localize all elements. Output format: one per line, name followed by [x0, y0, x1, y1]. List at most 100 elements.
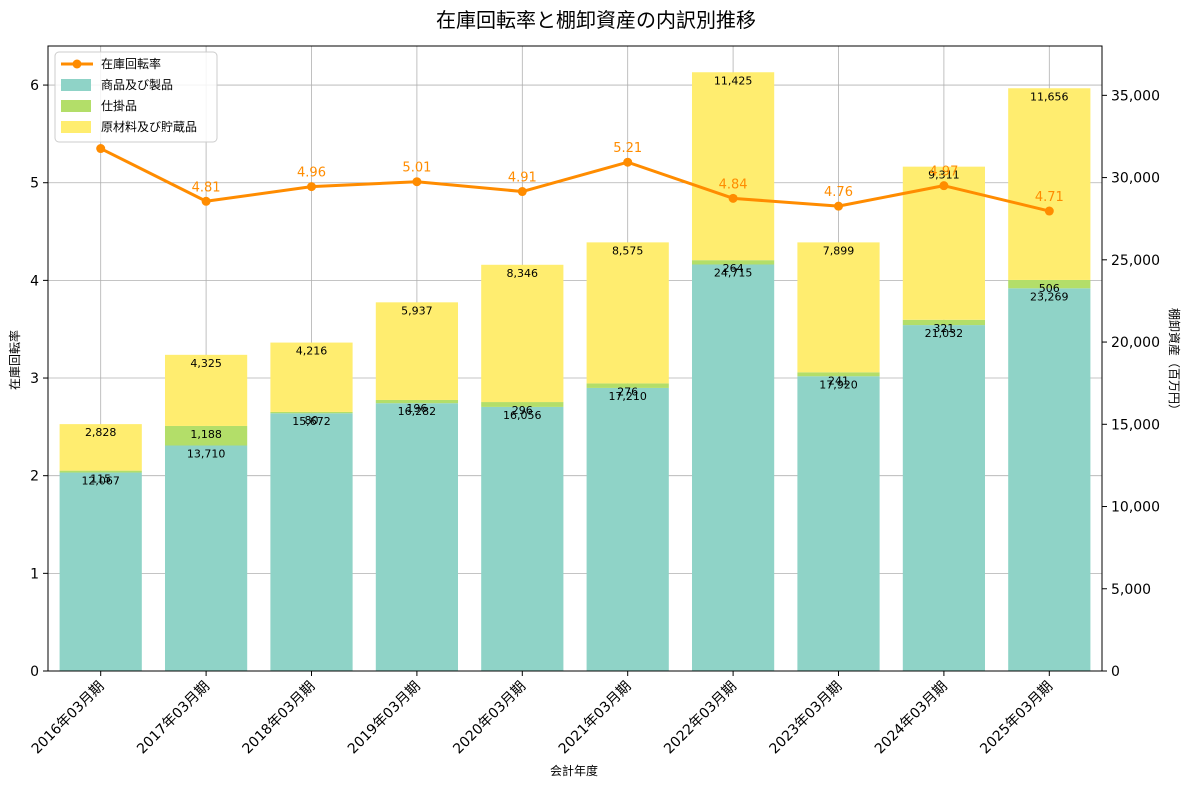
x-tick-label: 2016年03月期 [29, 679, 108, 758]
y-left-tick-label: 0 [30, 664, 39, 680]
bar-segment [797, 376, 880, 671]
bar-segment [902, 325, 986, 671]
bar-segment [375, 403, 459, 671]
rate-point [834, 201, 843, 211]
bar-segment [586, 387, 669, 671]
rate-point [728, 193, 738, 203]
y-right-tick-label: 0 [1111, 664, 1120, 680]
bar-segment [375, 399, 459, 404]
y-right-tick-label: 15,000 [1111, 417, 1160, 433]
y-left-tick-label: 6 [30, 78, 39, 94]
y-right-tick-label: 35,000 [1111, 88, 1160, 104]
y-left-tick-label: 5 [30, 176, 39, 192]
bar-segment [691, 260, 775, 265]
bar-value-label: 21,032 [925, 327, 964, 340]
bar-value-label: 13,710 [187, 448, 226, 461]
bar-value-label: 241 [828, 374, 849, 387]
y-left-tick-labels: 0 1 2 3 4 5 6 [30, 78, 48, 680]
x-axis-label: 会計年度 [550, 763, 598, 778]
bar-value-label: 4,325 [190, 357, 222, 370]
bar-segment [481, 402, 564, 407]
rate-line-path [100, 147, 1050, 213]
bar-segment [270, 411, 353, 414]
x-tick-label: 2019年03月期 [345, 679, 424, 758]
legend-swatch [61, 100, 91, 112]
x-tick-label: 2021年03月期 [556, 679, 635, 758]
x-tick-label: 2024年03月期 [872, 679, 951, 758]
x-tick-label: 2017年03月期 [134, 679, 213, 758]
bar-segment [586, 383, 669, 388]
axes [47, 45, 1103, 672]
y-right-tick-label: 30,000 [1111, 171, 1160, 187]
bar-segment [691, 264, 775, 671]
bar-segment [1008, 288, 1091, 671]
y-right-tick-label: 5,000 [1111, 582, 1151, 598]
rate-value-label: 4.71 [1035, 190, 1064, 205]
bar-value-label: 115 [90, 473, 111, 486]
bar-segment [164, 354, 248, 426]
bar-value-label: 16,282 [398, 405, 437, 418]
bar-value-label: 15,672 [292, 415, 331, 428]
y-left-tick-label: 1 [30, 566, 39, 582]
bar-value-label: 506 [1039, 282, 1060, 295]
plot-frame [47, 45, 1103, 672]
rate-value-label: 5.01 [402, 161, 431, 176]
rate-value-label: 4.96 [297, 166, 326, 181]
bar-segment [59, 470, 142, 473]
x-tick-label: 2022年03月期 [661, 679, 740, 758]
bar-segment [270, 413, 353, 671]
bar-value-label: 5,937 [401, 304, 433, 317]
bar-value-label: 9,311 [928, 169, 960, 182]
bar-value-label: 11,425 [714, 74, 753, 87]
legend-label: 原材料及び貯蔵品 [101, 120, 197, 134]
bar-value-label: 1,188 [190, 428, 222, 441]
rate-value-label: 5.21 [613, 141, 642, 156]
bar-value-label: 264 [723, 262, 744, 275]
bar-value-label: 196 [406, 402, 427, 415]
bar-segment [1008, 279, 1091, 289]
legend-swatch [61, 121, 91, 133]
bar-value-label: 24,715 [714, 267, 753, 280]
bar-value-label: 4,216 [296, 345, 328, 358]
bar-value-label: 276 [617, 385, 638, 398]
bar-segment [375, 302, 459, 400]
bar-value-label: 8,346 [507, 267, 539, 280]
chart-title: 在庫回転率と棚卸資産の内訳別推移 [436, 8, 756, 32]
y-right-tick-label: 25,000 [1111, 253, 1160, 269]
legend-marker [72, 59, 82, 69]
x-tick-label: 2025年03月期 [977, 679, 1056, 758]
rate-value-label: 4.84 [719, 177, 748, 192]
bar-value-label: 296 [512, 404, 533, 417]
bar-value-label: 23,269 [1030, 290, 1069, 303]
rate-value-label: 4.76 [824, 185, 853, 200]
y-left-tick-label: 3 [30, 371, 39, 387]
rate-point [1044, 206, 1054, 216]
bar-segment [481, 264, 564, 403]
rate-point [623, 157, 633, 167]
rate-value-label: 4.81 [192, 180, 221, 195]
bar-value-label: 16,056 [503, 409, 542, 422]
rate-point [201, 196, 211, 206]
bar-segment [797, 372, 880, 377]
rate-point [307, 182, 316, 192]
y-left-tick-label: 4 [30, 273, 39, 289]
bar-segment [691, 72, 775, 261]
rate-point [96, 144, 106, 154]
bar-value-label: 2,828 [85, 426, 117, 439]
y-right-tick-labels: 0 5,000 10,000 15,000 20,000 25,000 30,000 35,0… [1102, 88, 1160, 680]
rate-value-label: 4.97 [929, 165, 958, 180]
y-right-tick-label: 10,000 [1111, 500, 1160, 516]
bar-segment [902, 319, 986, 326]
bar-segment [164, 445, 248, 671]
bar-value-label: 8,575 [612, 244, 644, 257]
bars [59, 72, 1091, 671]
legend-label: 仕掛品 [101, 98, 137, 113]
y-left-tick-label: 2 [30, 469, 39, 485]
bar-segment [1008, 88, 1091, 280]
rate-point [939, 181, 949, 191]
rate-line: 4.81 4.96 5.01 4.91 5.21 4.84 4.76 4.97 4.71 [96, 141, 1064, 216]
legend-swatch [61, 79, 91, 91]
